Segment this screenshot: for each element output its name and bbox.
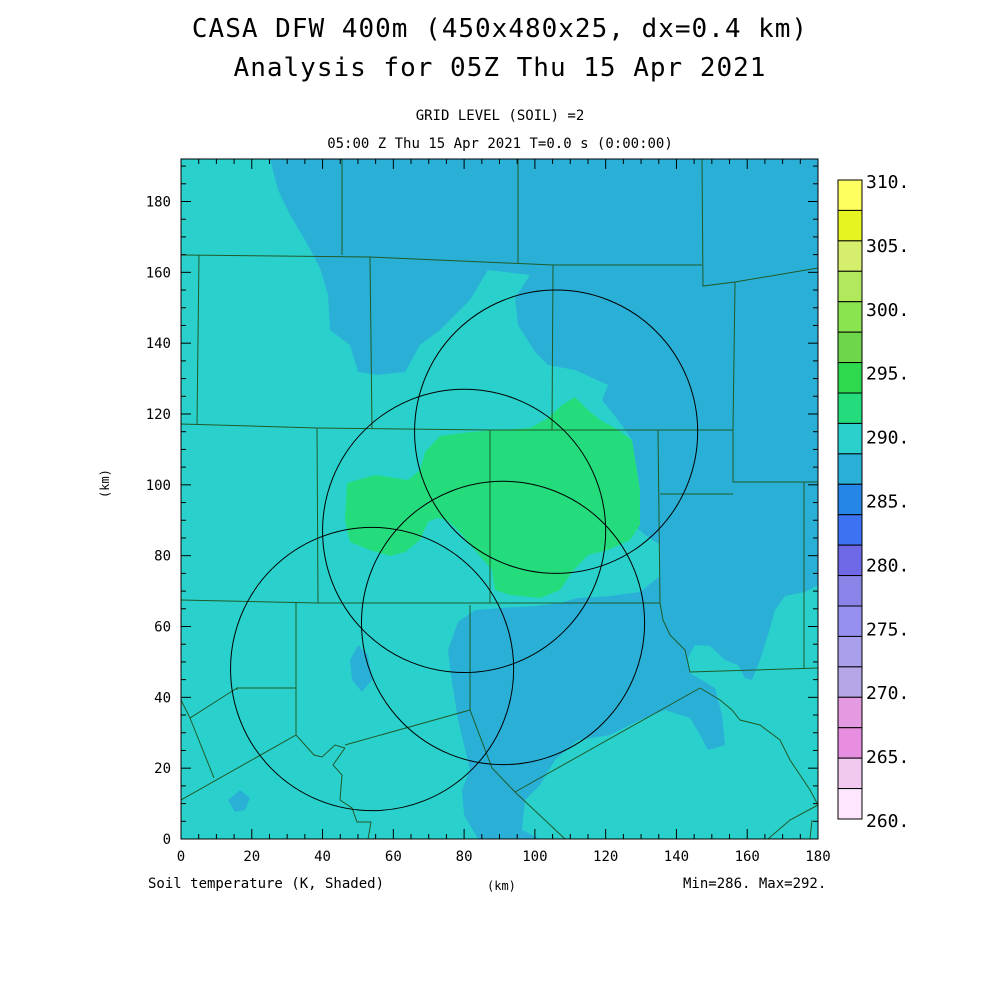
x-tick-label: 140 [664,849,689,865]
colorbar-swatch [837,483,863,516]
colorbar-swatch [837,179,863,211]
x-tick-label: 160 [735,849,760,865]
colorbar-label: 300. [866,300,909,321]
x-tick-label: 0 [177,849,185,865]
colorbar-label: 270. [866,683,909,704]
colorbar-swatch [837,788,863,820]
colorbar-label: 310. [866,172,909,193]
radar-ring [360,480,646,766]
y-tick-label: 0 [163,832,171,848]
colorbar-swatch [837,331,863,364]
x-tick-label: 120 [593,849,618,865]
axes: 0 20 40 60 80 100 120 140 160 180 0 20 40 60 80 100 120 1… [146,159,831,865]
colorbar-swatch [837,240,863,272]
y-tick-label: 40 [154,690,171,706]
colorbar-swatch [837,422,863,455]
colorbar-swatch [837,514,863,546]
y-tick-label: 60 [154,620,171,636]
colorbar-swatch [837,362,863,394]
colorbar-swatch [837,209,863,242]
field-280-285-spot [350,645,372,692]
radar-ring [230,526,515,812]
x-tick-label: 20 [243,849,260,865]
colorbar-label: 290. [866,428,909,449]
y-tick-label: 160 [146,265,171,281]
x-tick-label: 60 [385,849,402,865]
colorbar-swatch [837,635,863,668]
field-290-295-region [345,397,640,598]
x-tick-label: 100 [522,849,547,865]
colorbar-label: 305. [866,236,909,257]
x-axis-label: (km) [487,879,516,893]
colorbar-swatch [837,544,863,577]
colorbar-swatch [837,301,863,333]
time-label: 05:00 Z Thu 15 Apr 2021 T=0.0 s (0:00:00… [327,136,673,152]
radar-rings [230,289,699,812]
y-tick-label: 80 [154,549,171,565]
colorbar-swatch [837,757,863,790]
y-tick-label: 120 [146,407,171,423]
chart-subtitle: Analysis for 05Z Thu 15 Apr 2021 [233,53,767,83]
colorbar-swatch [837,605,863,637]
radar-ring [322,388,607,674]
colorbar-label: 280. [866,555,909,576]
colorbar-label: 285. [866,492,909,513]
field-label: Soil temperature (K, Shaded) [148,876,385,892]
y-tick-label: 100 [146,478,171,494]
colorbar-swatch [837,270,863,303]
y-tick-label: 180 [146,195,171,211]
colorbar-swatch [837,727,863,759]
grid-level-label: GRID LEVEL (SOIL) =2 [415,108,585,124]
y-tick-label: 140 [146,336,171,352]
colorbar-label: 295. [866,364,909,385]
x-tick-label: 40 [314,849,331,865]
colorbar-label: 265. [866,747,909,768]
colorbar-swatch [837,575,863,607]
min-max-label: Min=286. Max=292. [683,876,827,892]
field-280-285-spot [228,790,250,812]
field-280-285-spot [748,530,765,536]
colorbar-label: 275. [866,619,909,640]
colorbar-swatch [837,666,863,698]
y-tick-label: 20 [154,761,171,777]
y-axis-label: (km) [98,469,112,498]
field-280-285-region [270,159,818,839]
field-shading [181,159,818,839]
x-tick-label: 180 [805,849,830,865]
x-tick-label: 80 [456,849,473,865]
colorbar-label: 260. [866,811,909,832]
colorbar-swatch [837,696,863,729]
colorbar-swatch [837,392,863,424]
radar-ring [414,289,699,574]
county-borders [181,159,818,839]
colorbar: 310. 305. 300. 295. 290. 285. 280. 275. 270. 265.… [837,172,909,832]
colorbar-swatch [837,453,863,485]
chart-title: CASA DFW 400m (450x480x25, dx=0.4 km) [191,14,809,44]
